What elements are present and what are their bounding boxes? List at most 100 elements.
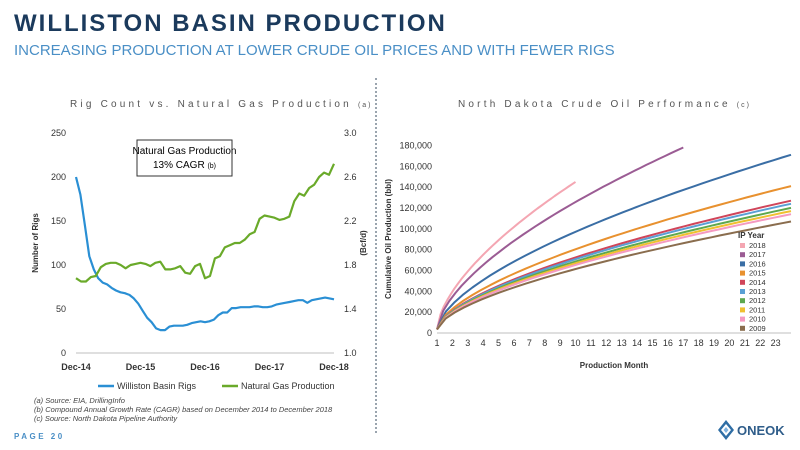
x-tick-label: 6 xyxy=(511,338,516,348)
page-title: WILLISTON BASIN PRODUCTION xyxy=(14,10,447,37)
oneok-logo-icon xyxy=(718,420,734,440)
x-tick-label: 23 xyxy=(771,338,781,348)
legend-swatch-2016 xyxy=(740,261,745,267)
series-line-2016 xyxy=(436,153,792,330)
x-tick-label: 1 xyxy=(434,338,439,348)
legend-swatch-2014 xyxy=(740,279,745,285)
y-axis-label: Number of Rigs xyxy=(31,213,40,273)
x-tick-label: 2 xyxy=(450,338,455,348)
legend-label-2014: 2014 xyxy=(749,278,766,287)
x-tick-label: 22 xyxy=(755,338,765,348)
x-tick-label: 19 xyxy=(709,338,719,348)
y2-tick-label: 2.6 xyxy=(344,172,357,182)
cagr-callout-value-text: 13% CAGR xyxy=(153,160,207,171)
x-tick-label: 20 xyxy=(724,338,734,348)
legend-swatch-2018 xyxy=(740,243,745,248)
rig-gas-chart: 0 50 100 150 200 250 1.0 1.4 1.8 2.2 2.6 3.0 Dec-14 D… xyxy=(31,128,368,391)
series-line-2010 xyxy=(436,213,792,331)
cagr-callout-box xyxy=(136,139,233,177)
crude-oil-chart: 0 20,000 40,000 60,000 80,000 100,000 120,000 1… xyxy=(384,140,792,370)
x-tick-label: 18 xyxy=(694,338,704,348)
x-tick-label: 17 xyxy=(678,338,688,348)
x-tick-label: 12 xyxy=(601,338,611,348)
legend-swatch-2013 xyxy=(740,289,745,294)
y-tick-label: 150 xyxy=(51,216,66,226)
legend-label-natural-gas-production: Natural Gas Production xyxy=(241,381,335,391)
x-tick-label: 13 xyxy=(617,338,627,348)
legend-swatch-2010 xyxy=(740,316,745,322)
x-tick-label: 21 xyxy=(740,338,750,348)
x-tick-label: 16 xyxy=(663,338,673,348)
y-tick-label: 120,000 xyxy=(399,203,432,213)
x-tick-label: 14 xyxy=(632,338,642,348)
series-line-natural-gas-production xyxy=(75,163,336,283)
x-tick-label: 11 xyxy=(586,338,595,348)
chart-divider xyxy=(375,78,377,433)
x-tick-label: 7 xyxy=(527,338,532,348)
x-tick-label: 15 xyxy=(647,338,657,348)
y-tick-label: 160,000 xyxy=(399,161,432,171)
y2-tick-label: 1.0 xyxy=(344,348,357,358)
series-line-2009 xyxy=(436,220,792,331)
right-chart-title: North Dakota Crude Oil Performance (c) xyxy=(458,99,751,110)
x-tick-label: Dec-14 xyxy=(61,362,91,372)
y2-axis-label: (Bcf/d) xyxy=(359,230,368,256)
x-tick-label: 8 xyxy=(542,338,547,348)
x-tick-label: 3 xyxy=(465,338,470,348)
series-line-2017 xyxy=(436,146,684,330)
series-line-2011 xyxy=(436,210,792,330)
left-chart-title-text: Rig Count vs. Natural Gas Production xyxy=(70,99,352,110)
footnotes: (a) Source: EIA, DrillingInfo (b) Compou… xyxy=(34,396,332,423)
legend-swatch-2015 xyxy=(740,270,745,276)
y-tick-label: 80,000 xyxy=(404,245,432,255)
legend-label-2015: 2015 xyxy=(749,269,766,278)
y-tick-label: 140,000 xyxy=(399,182,432,192)
legend-swatch-2009 xyxy=(740,325,745,331)
cagr-callout-note: (b) xyxy=(207,163,216,170)
legend-label-2018: 2018 xyxy=(749,241,766,250)
footnote-c: (c) Source: North Dakota Pipeline Author… xyxy=(34,414,178,423)
y-tick-label: 100,000 xyxy=(399,224,432,234)
x-tick-label: Dec-16 xyxy=(190,362,220,372)
y-axis-label: Cumulative Oil Production (bbl) xyxy=(384,179,393,299)
legend-label-2011: 2011 xyxy=(749,305,765,314)
legend-label-2017: 2017 xyxy=(749,250,766,259)
cagr-callout-value: 13% CAGR (b) xyxy=(153,160,216,171)
left-chart-title: Rig Count vs. Natural Gas Production (a) xyxy=(70,99,373,110)
x-tick-label: 5 xyxy=(496,338,501,348)
y-tick-label: 60,000 xyxy=(404,265,432,275)
x-tick-label: Dec-17 xyxy=(255,362,285,372)
series-line-2013 xyxy=(436,202,792,330)
y2-tick-label: 3.0 xyxy=(344,128,357,138)
right-chart-title-text: North Dakota Crude Oil Performance xyxy=(458,99,731,110)
cagr-callout-title: Natural Gas Production xyxy=(133,146,237,157)
y-tick-label: 180,000 xyxy=(399,140,432,150)
oneok-logo-text: ONEOK xyxy=(737,423,785,438)
series-line-2018 xyxy=(436,181,577,330)
legend-label-2010: 2010 xyxy=(749,315,766,324)
legend-label-2013: 2013 xyxy=(749,287,766,296)
y-tick-label: 0 xyxy=(61,348,66,358)
oneok-logo: ONEOK xyxy=(718,420,785,440)
legend-label-2012: 2012 xyxy=(749,296,766,305)
y-tick-label: 250 xyxy=(51,128,66,138)
legend-swatch-2017 xyxy=(740,252,745,258)
legend-label-williston-basin-rigs: Williston Basin Rigs xyxy=(117,381,197,391)
series-line-williston-basin-rigs xyxy=(74,176,335,332)
legend-swatch-2011 xyxy=(740,307,745,313)
legend-label-2009: 2009 xyxy=(749,324,766,333)
legend-title: IP Year xyxy=(738,231,764,240)
y-tick-label: 50 xyxy=(56,304,66,314)
x-tick-label: 9 xyxy=(558,338,563,348)
y-tick-label: 100 xyxy=(51,260,66,270)
x-axis-label: Production Month xyxy=(580,361,649,370)
y2-tick-label: 1.8 xyxy=(344,260,357,270)
legend-swatch-2012 xyxy=(740,298,745,304)
x-tick-label: 4 xyxy=(481,338,486,348)
y-tick-label: 40,000 xyxy=(404,286,432,296)
footnote-b: (b) Compound Annual Growth Rate (CAGR) b… xyxy=(34,405,333,414)
series-line-2015 xyxy=(436,185,792,330)
footnote-a: (a) Source: EIA, DrillingInfo xyxy=(34,396,125,405)
page-number: PAGE 20 xyxy=(14,432,65,441)
x-tick-label: Dec-18 xyxy=(319,362,349,372)
